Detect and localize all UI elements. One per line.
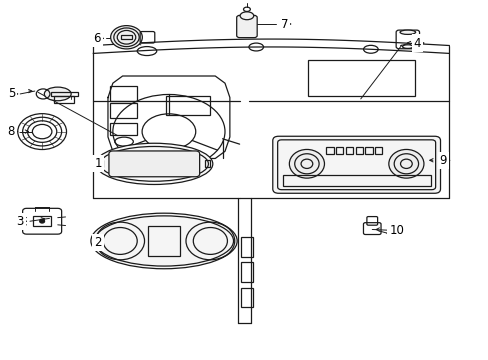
Bar <box>240 288 252 307</box>
Bar <box>326 147 333 154</box>
Bar <box>166 96 210 116</box>
Bar <box>345 147 352 154</box>
Ellipse shape <box>399 30 415 35</box>
Text: 7: 7 <box>280 18 287 31</box>
Bar <box>335 147 343 154</box>
Text: 4: 4 <box>413 36 421 50</box>
Text: 10: 10 <box>388 224 403 237</box>
Bar <box>355 147 362 154</box>
Bar <box>110 103 137 118</box>
Bar <box>110 123 137 135</box>
Ellipse shape <box>240 12 253 20</box>
Ellipse shape <box>110 26 142 49</box>
Text: 3: 3 <box>17 215 24 228</box>
Text: 9: 9 <box>439 154 447 167</box>
Bar <box>374 147 382 154</box>
Bar <box>148 226 179 256</box>
Bar <box>205 160 210 167</box>
FancyBboxPatch shape <box>109 151 199 177</box>
Bar <box>307 60 414 96</box>
Bar <box>282 175 430 186</box>
Bar <box>365 147 372 154</box>
Bar <box>98 160 103 167</box>
Bar <box>54 96 74 103</box>
Ellipse shape <box>40 220 44 223</box>
Ellipse shape <box>289 149 324 178</box>
Bar <box>51 92 78 96</box>
Ellipse shape <box>44 87 71 101</box>
Bar <box>121 35 132 40</box>
Bar <box>240 237 252 257</box>
Text: 6: 6 <box>93 32 101 45</box>
Text: 1: 1 <box>94 157 102 170</box>
Text: 5: 5 <box>8 87 15 100</box>
Bar <box>240 262 252 282</box>
FancyBboxPatch shape <box>272 136 440 193</box>
Ellipse shape <box>388 149 423 178</box>
Ellipse shape <box>96 143 212 184</box>
Ellipse shape <box>91 213 237 269</box>
FancyBboxPatch shape <box>236 15 257 38</box>
Bar <box>110 86 137 101</box>
Text: 2: 2 <box>94 236 102 249</box>
Text: 8: 8 <box>8 125 15 138</box>
Bar <box>33 216 51 226</box>
